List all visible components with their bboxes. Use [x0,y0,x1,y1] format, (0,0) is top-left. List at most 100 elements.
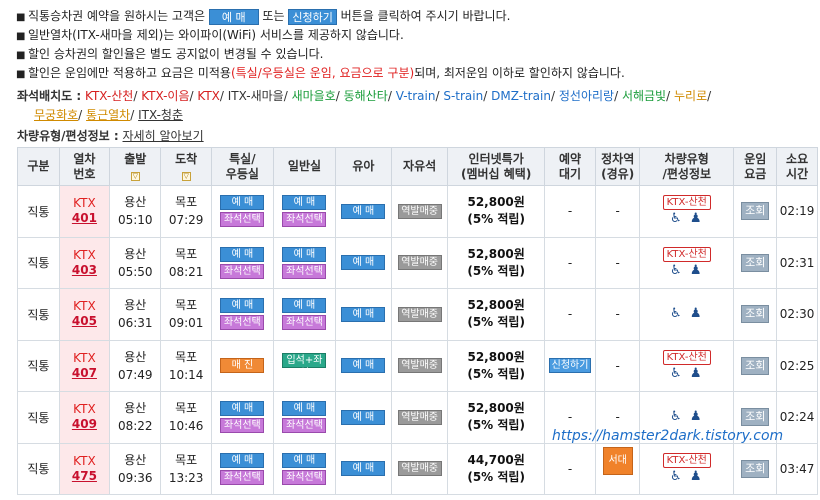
train-number-link[interactable]: 405 [71,314,97,329]
arrival-station: 목포 [175,246,198,261]
header-general: 일반실 [272,147,337,186]
standing-seat-button[interactable]: 입석+좌석 [282,353,327,379]
lookup-button[interactable]: 조회 [741,459,770,478]
reserve-button[interactable]: 예 매 [220,401,265,417]
duration: 02:31 [776,236,818,289]
seat-layout-link[interactable]: KTX-산천 [85,89,134,103]
vehicle-type-cell: KTX-산천 ♿ ♟ [639,185,735,238]
reserve-button[interactable]: 예 매 [282,195,327,211]
header-fare: 인터넷특가 (멤버십 혜택) [447,147,545,186]
lookup-button[interactable]: 조회 [741,253,770,272]
child-reserve-button[interactable]: 예 매 [341,306,386,322]
seat-select-button[interactable]: 좌석선택 [282,315,327,331]
apply-waitlist-button[interactable]: 신청하기 [548,358,592,374]
train-number-link[interactable]: 475 [71,468,97,483]
seat-select-button[interactable]: 좌석선택 [282,212,327,228]
seat-layout-link[interactable]: KTX [197,89,220,103]
train-number-cell: KTX 403 [58,236,111,289]
fare-cell: 44,700원 (5% 적립) [447,442,545,495]
seat-layout-link[interactable]: DMZ-train [491,89,551,103]
fare-cell: 52,800원 (5% 적립) [447,185,545,238]
child-reserve-button[interactable]: 예 매 [341,255,386,271]
child-cell: 예 매 [335,185,392,238]
seat-select-button[interactable]: 좌석선택 [282,469,327,485]
vehicle-info-label: 차량유형/편성정보 : [17,129,119,143]
seat-layout-link[interactable]: 정선아리랑 [558,89,615,103]
arrival-station: 목포 [175,195,198,210]
seat-layout-link[interactable]: 서해금빛 [621,89,667,103]
vehicle-info: 차량유형/편성정보 : 자세히 알아보기 [17,127,204,145]
seat-layout-link[interactable]: 누리로 [673,89,708,103]
seat-layout-link[interactable]: ITX-새마을 [227,89,284,103]
fare-cell: 52,800원 (5% 적립) [447,391,545,444]
ktx-sancheon-badge[interactable]: KTX-산천 [662,452,711,468]
seat-layout-link[interactable]: 동해산타 [343,89,388,103]
seat-pictogram-icon: ♿ ♟ [670,409,704,425]
reserve-button[interactable]: 예 매 [282,298,327,314]
separator: / [78,108,83,122]
sort-icon[interactable]: ▽ [130,171,140,181]
seat-layout-link[interactable]: 새마을호 [291,89,336,103]
stop-cell: - [595,339,641,392]
train-kind: KTX [73,453,96,468]
seat-select-button[interactable]: 좌석선택 [220,418,265,434]
reserve-button[interactable]: 예 매 [282,452,327,468]
stopover-station[interactable]: 서대전 [602,446,633,492]
departure-cell: 용산 07:49 [109,339,162,392]
seat-cell: 예 매 좌석선택 [210,288,274,341]
reserve-button[interactable]: 예 매 [220,298,265,314]
standing-cell: 역발매중 [390,185,449,238]
vehicle-info-link[interactable]: 자세히 알아보기 [122,129,204,143]
header-standing: 자유석 [390,147,449,186]
header-stop: 정차역 (경유) [595,147,641,186]
child-reserve-button[interactable]: 예 매 [341,358,386,374]
seat-layout-link[interactable]: V-train [395,89,436,103]
reserve-button[interactable]: 예 매 [220,246,265,262]
seat-layout-link[interactable]: 무궁화호 [34,108,79,122]
departure-station: 용산 [124,349,147,364]
seat-pictogram-icon: ♿ ♟ [670,211,704,227]
child-reserve-button[interactable]: 예 매 [341,203,386,219]
seat-layout-link[interactable]: 통근열차 [86,108,131,122]
bullet-icon: ■ [16,31,26,42]
ktx-sancheon-badge[interactable]: KTX-산천 [662,246,711,262]
lookup-button[interactable]: 조회 [741,305,770,324]
lookup-button[interactable]: 조회 [741,356,770,375]
wait-cell: - [543,442,597,495]
reserve-button[interactable]: 예 매 [220,452,265,468]
ktx-sancheon-badge[interactable]: KTX-산천 [662,195,711,211]
seat-select-button[interactable]: 좌석선택 [282,418,327,434]
vehicle-type-cell: KTX-산천 ♿ ♟ [639,236,735,289]
fare-points: (5% 적립) [467,263,525,278]
ktx-sancheon-badge[interactable]: KTX-산천 [662,349,711,365]
train-number-cell: KTX 401 [58,185,111,238]
seat-layout-link[interactable]: KTX-이음 [141,89,190,103]
reserve-button[interactable]: 예 매 [282,401,327,417]
seat-layout-link[interactable]: ITX-청춘 [138,108,183,122]
departure-station: 용산 [124,401,147,416]
train-number-link[interactable]: 409 [71,417,97,432]
stop-dash: - [615,410,620,425]
seat-select-button[interactable]: 좌석선택 [220,469,265,485]
header-wait: 예약 대기 [543,147,597,186]
sort-icon[interactable]: ▽ [181,171,191,181]
fare-amount: 52,800원 [467,298,525,313]
reserve-button[interactable]: 예 매 [220,195,265,211]
child-reserve-button[interactable]: 예 매 [341,461,386,477]
departure-time: 05:10 [117,213,153,228]
train-number-link[interactable]: 407 [71,365,97,380]
duration: 02:19 [776,185,818,238]
seat-select-button[interactable]: 좌석선택 [220,212,265,228]
standing-cell: 역발매중 [390,442,449,495]
seat-layout-link[interactable]: S-train [443,89,484,103]
child-reserve-button[interactable]: 예 매 [341,409,386,425]
train-number-link[interactable]: 401 [71,211,97,226]
train-number-link[interactable]: 403 [71,262,97,277]
seat-select-button[interactable]: 좌석선택 [220,263,265,279]
lookup-button[interactable]: 조회 [741,202,770,221]
train-type: 직통 [17,236,60,289]
reserve-button[interactable]: 예 매 [282,246,327,262]
lookup-button[interactable]: 조회 [741,408,770,427]
seat-select-button[interactable]: 좌석선택 [282,263,327,279]
seat-select-button[interactable]: 좌석선택 [220,315,265,331]
